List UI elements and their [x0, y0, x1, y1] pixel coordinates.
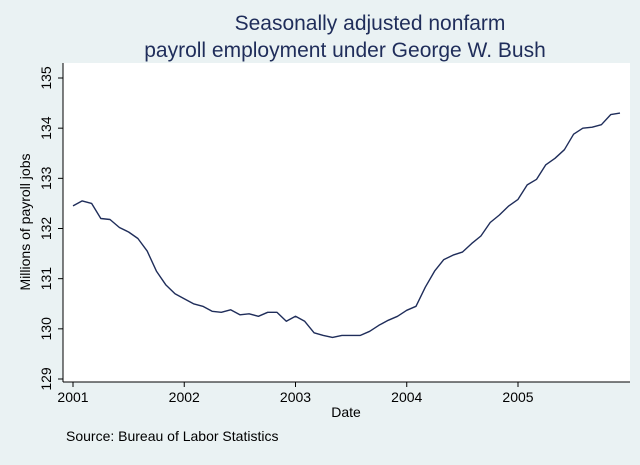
x-tick-label: 2002	[169, 389, 200, 405]
x-tick-label: 2005	[502, 389, 533, 405]
x-tick-label: 2001	[57, 389, 88, 405]
y-tick-label: 133	[38, 166, 54, 190]
x-axis-ticks: 2001 2002 2003 2004 2005	[57, 382, 534, 405]
series-line-payroll	[72, 112, 621, 339]
plot-area	[63, 63, 630, 382]
y-axis-label: Millions of payroll jobs	[17, 154, 33, 291]
y-tick-label: 135	[38, 66, 54, 90]
y-tick-label: 130	[38, 317, 54, 341]
x-axis-label: Date	[331, 404, 361, 420]
y-axis-ticks: 129 130 131 132 133 134 135	[38, 66, 63, 391]
y-tick-label: 131	[38, 267, 54, 291]
y-tick-label: 132	[38, 217, 54, 241]
x-tick-label: 2004	[391, 389, 422, 405]
chart-title-line-1: Seasonally adjusted nonfarm	[235, 12, 506, 35]
chart-title-line-2: payroll employment under George W. Bush	[144, 39, 546, 62]
y-tick-label: 129	[38, 367, 54, 391]
x-tick-label: 2003	[280, 389, 311, 405]
y-tick-label: 134	[38, 116, 54, 140]
source-note: Source: Bureau of Labor Statistics	[66, 428, 278, 444]
